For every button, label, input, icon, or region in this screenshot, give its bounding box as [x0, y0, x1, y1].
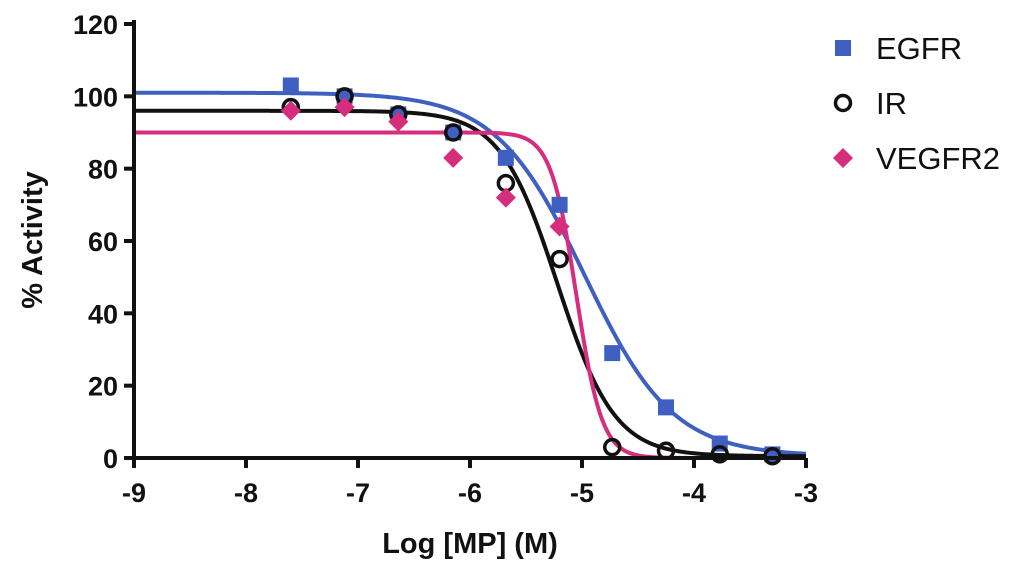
x-tick-label: -9: [122, 478, 146, 508]
y-tick-label: 0: [103, 444, 118, 474]
data-point-egfr: [604, 345, 621, 362]
x-tick-label: -6: [458, 478, 482, 508]
data-point-vegfr2: [334, 97, 355, 118]
y-tick-label: 40: [88, 299, 118, 329]
legend-label-vegfr2: VEGFR2: [876, 141, 1000, 176]
data-point-egfr: [551, 196, 568, 213]
legend-marker-egfr: [835, 40, 851, 56]
y-tick-label: 100: [73, 82, 118, 112]
data-point-ir: [710, 445, 730, 464]
y-axis-title: % Activity: [17, 171, 49, 309]
fit-curve-egfr: [134, 90, 807, 456]
data-point-egfr: [445, 124, 462, 141]
legend-marker-ir: [833, 93, 853, 113]
data-point-egfr: [336, 88, 353, 105]
legend-label-ir: IR: [876, 86, 907, 121]
data-point-vegfr2: [549, 216, 570, 237]
x-tick-label: -7: [346, 478, 370, 508]
data-point-vegfr2: [443, 147, 464, 168]
fit-curve-vegfr2: [134, 130, 806, 460]
legend-marker-vegfr2: [833, 148, 853, 168]
x-tick-label: -4: [682, 478, 706, 508]
fit-curve-ir: [134, 108, 806, 459]
x-tick-label: -3: [794, 478, 818, 508]
x-tick-label: -5: [570, 478, 594, 508]
x-tick-label: -8: [234, 478, 258, 508]
data-point-ir: [602, 437, 622, 457]
data-point-egfr: [497, 149, 514, 166]
data-point-ir: [443, 123, 463, 142]
data-point-vegfr2: [495, 187, 516, 208]
y-tick-label: 60: [88, 227, 118, 257]
legend: EGFR IR VEGFR2: [833, 31, 1000, 176]
data-point-egfr: [282, 77, 299, 94]
data-point-egfr: [658, 399, 674, 416]
legend-label-egfr: EGFR: [876, 31, 962, 66]
data-point-ir: [550, 249, 569, 269]
plot-area: [134, 77, 807, 466]
y-tick-label: 20: [88, 372, 118, 402]
x-axis-title: Log [MP] (M): [382, 528, 558, 560]
y-tick-label: 120: [73, 10, 118, 40]
axes: 0 20 40 60 80 100 120 -9 -8 -7 -6 -5 -4 -3: [73, 10, 818, 508]
y-tick-label: 80: [88, 155, 118, 185]
data-point-vegfr2: [388, 111, 409, 132]
data-point-vegfr2: [280, 100, 301, 121]
